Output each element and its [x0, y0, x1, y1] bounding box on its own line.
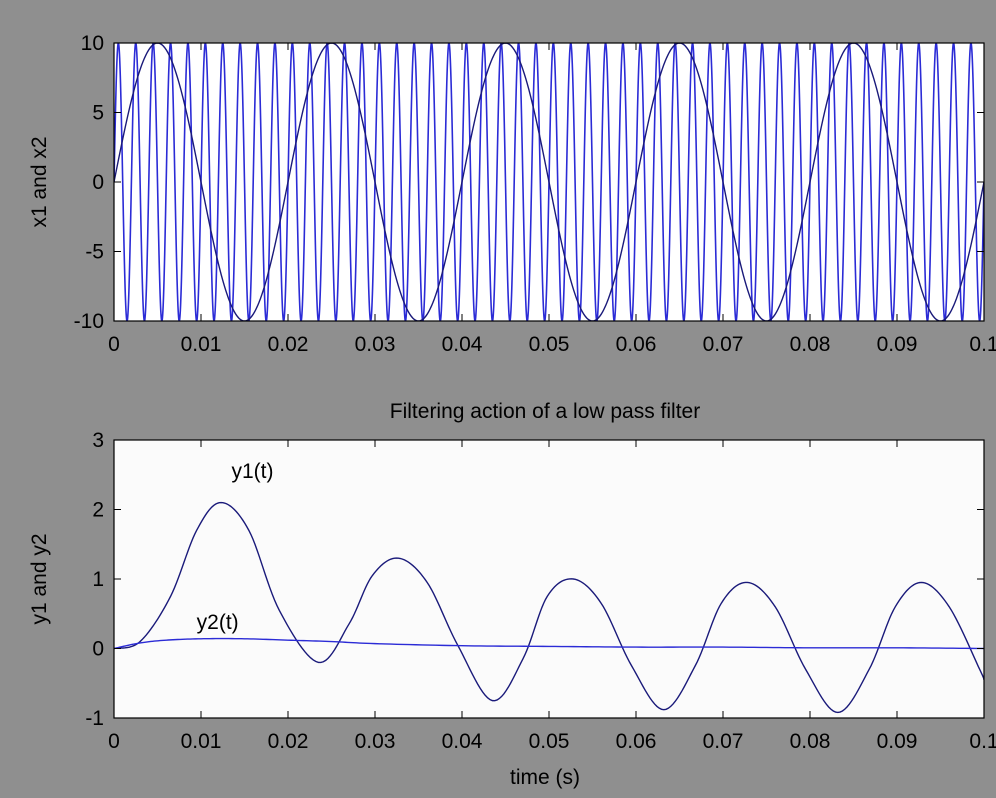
- bottom-x-axis-label: time (s): [510, 766, 580, 789]
- bottom-y-tick-label: -1: [85, 707, 104, 730]
- top-x-tick-label: 0: [108, 333, 120, 356]
- bottom-x-tick-label: 0.1: [969, 730, 996, 753]
- top-y-ticks: -10 -5 0 5 10: [74, 32, 984, 333]
- bottom-y-tick-label: 3: [92, 429, 104, 452]
- top-x-ticks: 0 0.01 0.02 0.03 0.04 0.05 0.06 0.07 0.08 0.09 0.1: [108, 43, 996, 356]
- bottom-chart-title: Filtering action of a low pass filter: [390, 400, 700, 423]
- bottom-annotations: y1(t) y2(t): [197, 460, 274, 634]
- series-annotation-2: y2(t): [197, 611, 239, 634]
- top-x-tick-label: 0.06: [616, 333, 657, 356]
- bottom-x-tick-label: 0.08: [790, 730, 831, 753]
- bottom-plot-area: [114, 440, 984, 718]
- bottom-y-tick-label: 2: [92, 499, 104, 522]
- bottom-x-tick-label: 0.07: [703, 730, 744, 753]
- bottom-y-axis-label: y1 and y2: [28, 533, 51, 624]
- bottom-x-tick-label: 0.03: [355, 730, 396, 753]
- top-x-tick-label: 0.03: [355, 333, 396, 356]
- bottom-y-tick-label: 0: [92, 638, 104, 661]
- top-y-tick-label: -5: [85, 241, 104, 264]
- top-y-tick-label: 5: [92, 102, 104, 125]
- bottom-y-ticks: -1 0 1 2 3: [85, 429, 984, 730]
- bottom-x-tick-label: 0.02: [268, 730, 309, 753]
- top-y-axis-label: x1 and x2: [28, 136, 51, 227]
- bottom-x-tick-label: 0.06: [616, 730, 657, 753]
- top-x-tick-label: 0.02: [268, 333, 309, 356]
- bottom-x-tick-label: 0: [108, 730, 120, 753]
- bottom-x-tick-label: 0.04: [442, 730, 483, 753]
- bottom-x-tick-label: 0.09: [877, 730, 918, 753]
- top-x-tick-label: 0.05: [529, 333, 570, 356]
- top-y-tick-label: -10: [74, 310, 104, 333]
- top-x-tick-label: 0.1: [969, 333, 996, 356]
- bottom-x-tick-label: 0.05: [529, 730, 570, 753]
- bottom-series-line-1: [114, 501, 984, 714]
- bottom-y-tick-label: 1: [92, 568, 104, 591]
- bottom-series-line-2: [114, 637, 984, 650]
- top-series-line-1: [114, 43, 984, 321]
- bottom-x-tick-label: 0.01: [181, 730, 222, 753]
- top-x-tick-label: 0.09: [877, 333, 918, 356]
- top-x-tick-label: 0.01: [181, 333, 222, 356]
- top-y-tick-label: 10: [81, 32, 104, 55]
- top-x-tick-label: 0.04: [442, 333, 483, 356]
- bottom-series-group: [114, 501, 984, 714]
- top-subplot: 0 0.01 0.02 0.03 0.04 0.05 0.06 0.07 0.08 0.09 0.1…: [28, 32, 996, 356]
- bottom-x-ticks: 0 0.01 0.02 0.03 0.04 0.05 0.06 0.07 0.08 0.09 0.1: [108, 440, 996, 753]
- top-series-group: [114, 43, 984, 321]
- top-x-tick-label: 0.07: [703, 333, 744, 356]
- top-x-tick-label: 0.08: [790, 333, 831, 356]
- series-annotation-1: y1(t): [231, 460, 273, 483]
- top-y-tick-label: 0: [92, 171, 104, 194]
